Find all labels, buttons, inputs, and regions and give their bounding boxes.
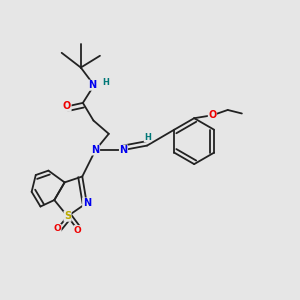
Text: O: O bbox=[74, 226, 82, 235]
Text: N: N bbox=[88, 80, 97, 90]
Text: H: H bbox=[102, 78, 109, 87]
Text: O: O bbox=[53, 224, 61, 233]
Text: N: N bbox=[92, 145, 100, 155]
Text: O: O bbox=[208, 110, 217, 120]
Text: S: S bbox=[64, 211, 71, 221]
Text: N: N bbox=[119, 145, 128, 155]
Text: H: H bbox=[144, 133, 151, 142]
Text: N: N bbox=[82, 198, 91, 208]
Text: O: O bbox=[63, 101, 71, 111]
